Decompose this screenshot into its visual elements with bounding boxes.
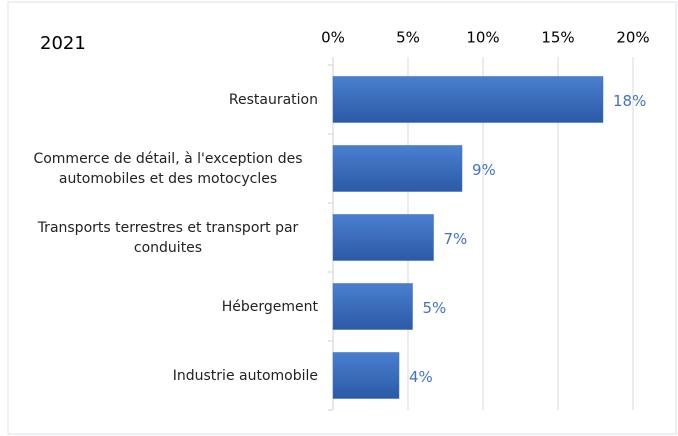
x-tick-label: 20% [616, 29, 649, 47]
x-tick-label: 10% [466, 29, 499, 47]
y-tick-label: Commerce de détail, à l'exception des au… [33, 150, 303, 187]
value-label: 4% [409, 368, 433, 386]
bar [332, 352, 400, 399]
category-label-box: Transports terrestres et transport par c… [8, 203, 318, 272]
category-label-box: Restauration [8, 65, 318, 134]
bar [332, 283, 413, 330]
y-tick-label: Hébergement [221, 298, 318, 315]
bar [332, 214, 434, 261]
x-tick-label: 0% [321, 29, 345, 47]
y-tick-label: Transports terrestres et transport par c… [37, 219, 299, 256]
y-tick-label: Industrie automobile [172, 367, 318, 384]
value-label: 18% [613, 92, 646, 110]
y-tick-label: Restauration [228, 91, 318, 108]
value-label: 9% [472, 161, 496, 179]
category-label-box: Industrie automobile [8, 341, 318, 410]
category-label-box: Commerce de détail, à l'exception des au… [8, 134, 318, 203]
value-label: 7% [444, 230, 468, 248]
bar [332, 76, 604, 123]
bar [332, 145, 463, 192]
chart-title: 2021 [40, 33, 86, 54]
x-tick-label: 5% [396, 29, 420, 47]
value-label: 5% [423, 299, 447, 317]
category-label-box: Hébergement [8, 272, 318, 341]
x-tick-label: 15% [541, 29, 574, 47]
frame [7, 1, 677, 435]
